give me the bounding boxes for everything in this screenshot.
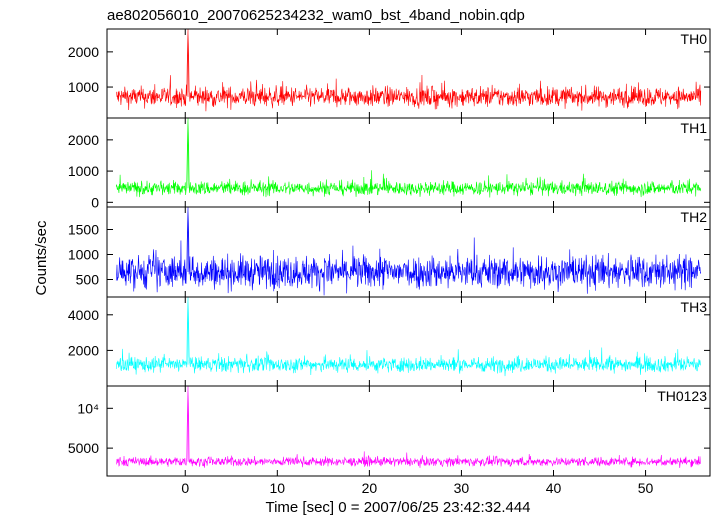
- y-axis-label: Counts/sec: [33, 220, 50, 296]
- y-tick-label: 1000: [68, 163, 99, 179]
- y-tick-label: 500: [76, 272, 100, 288]
- x-axis-label: Time [sec] 0 = 2007/06/25 23:42:32.444: [265, 499, 530, 516]
- y-tick-label: 4000: [68, 307, 99, 323]
- y-tick-label: 1000: [68, 247, 99, 263]
- y-tick-label: 2000: [68, 132, 99, 148]
- x-tick-label: 0: [181, 480, 189, 496]
- series-line-th1: [115, 118, 702, 198]
- panels: TH010002000TH1010002000TH250010001500TH3…: [68, 28, 711, 496]
- x-tick-label: 50: [638, 480, 654, 496]
- series-line-th0123: [116, 386, 701, 468]
- series-line-th3: [115, 297, 702, 377]
- panel-label-th0123: TH0123: [657, 388, 707, 404]
- panel-frame-th2: [106, 206, 711, 298]
- x-tick-label: 40: [546, 480, 562, 496]
- panel-label-th0: TH0: [681, 31, 708, 47]
- chart-title: ae802056010_20070625234232_wam0_bst_4ban…: [107, 7, 525, 24]
- panel-label-th3: TH3: [681, 299, 708, 315]
- y-tick-label: 2000: [68, 44, 99, 60]
- panel-label-th1: TH1: [681, 120, 708, 136]
- x-tick-label: 20: [362, 480, 378, 496]
- panel-label-th2: TH2: [681, 209, 708, 225]
- panel-frame-th0123: [106, 385, 711, 477]
- panel-frame-th1: [106, 117, 711, 208]
- series-line-th2: [115, 207, 702, 296]
- y-tick-label: 10⁴: [77, 400, 99, 416]
- y-tick-label: 1500: [68, 222, 99, 238]
- x-tick-label: 30: [454, 480, 470, 496]
- y-tick-label: 0: [91, 194, 99, 210]
- x-tick-label: 10: [270, 480, 286, 496]
- y-tick-label: 5000: [68, 440, 99, 456]
- y-tick-label: 2000: [68, 342, 99, 358]
- y-tick-label: 1000: [68, 79, 99, 95]
- series-line-th0: [115, 29, 702, 112]
